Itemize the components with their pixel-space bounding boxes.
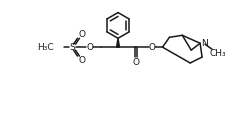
Text: O: O	[87, 43, 94, 52]
Text: H₃C: H₃C	[37, 43, 54, 52]
Text: S: S	[70, 43, 75, 52]
Text: O: O	[79, 56, 86, 64]
Polygon shape	[117, 38, 120, 47]
Text: O: O	[148, 43, 155, 52]
Text: CH₃: CH₃	[210, 49, 226, 58]
Text: O: O	[79, 30, 86, 39]
Text: O: O	[132, 58, 139, 66]
Text: N: N	[201, 39, 207, 48]
